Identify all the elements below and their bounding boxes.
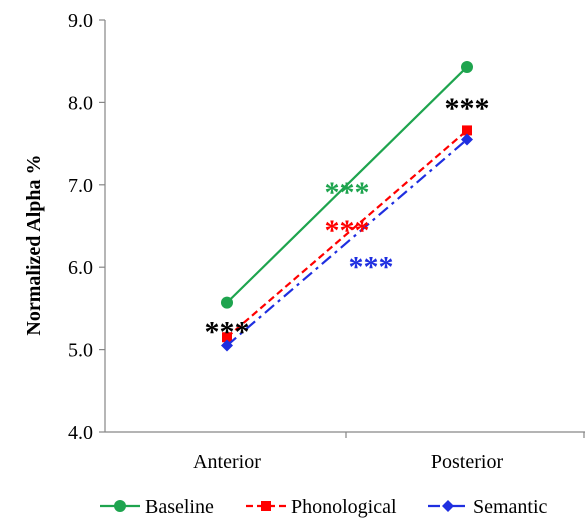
- legend: Baseline Phonological Semantic: [100, 496, 548, 518]
- data-point-semantic: [221, 339, 233, 352]
- legend-swatch-marker: [261, 501, 271, 511]
- series-line-baseline: [226, 66, 468, 304]
- y-tick-label: 8.0: [68, 92, 93, 114]
- significance-annotation: ***: [349, 250, 394, 283]
- legend-label: Semantic: [473, 496, 548, 518]
- data-point-semantic: [461, 133, 473, 146]
- y-tick-label: 5.0: [68, 340, 93, 362]
- y-tick-label: 4.0: [68, 422, 93, 444]
- legend-item-phonological: Phonological: [246, 496, 397, 518]
- series-baseline: [221, 60, 473, 309]
- data-point-phonological: [222, 332, 232, 343]
- legend-item-semantic: Semantic: [428, 496, 548, 518]
- series-phonological: [222, 125, 472, 343]
- x-tick-label: Posterior: [431, 451, 504, 473]
- significance-annotation: ***: [445, 92, 490, 125]
- y-tick-label: 7.0: [68, 175, 93, 197]
- y-tick-label: 9.0: [68, 10, 93, 32]
- legend-item-baseline: Baseline: [100, 496, 214, 518]
- annotations: ***************: [205, 92, 490, 348]
- data-point-baseline: [221, 296, 233, 309]
- series-line-semantic: [226, 138, 468, 347]
- legend-label: Baseline: [145, 496, 214, 518]
- y-tick-label: 6.0: [68, 257, 93, 279]
- legend-label: Phonological: [291, 496, 397, 518]
- legend-swatch-marker: [114, 500, 126, 512]
- series-semantic: [221, 133, 473, 352]
- x-ticks: Anterior Posterior: [193, 432, 585, 473]
- significance-annotation: ***: [205, 315, 250, 348]
- axes: [104, 20, 585, 433]
- data-point-baseline: [461, 60, 473, 73]
- series-line-phonological: [226, 129, 468, 339]
- x-tick-label: Anterior: [193, 451, 261, 473]
- significance-annotation: ***: [325, 214, 370, 247]
- y-ticks: 4.0 5.0 6.0 7.0 8.0 9.0: [68, 10, 105, 444]
- y-axis-label: Normalized Alpha %: [23, 154, 45, 335]
- series-group: [221, 60, 473, 352]
- legend-swatch-marker: [442, 500, 454, 512]
- data-point-phonological: [462, 125, 472, 136]
- significance-annotation: ***: [325, 176, 370, 209]
